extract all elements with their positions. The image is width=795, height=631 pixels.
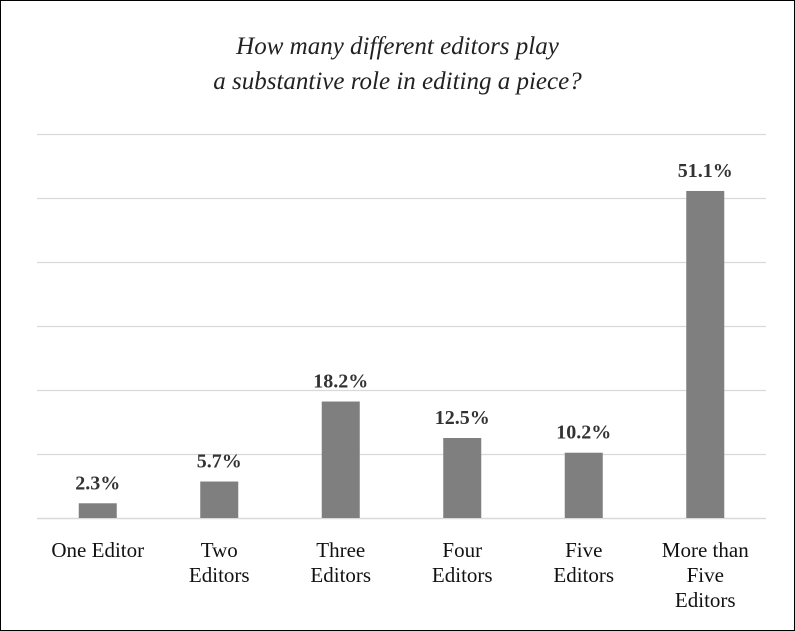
x-tick-label: Five Editors (553, 538, 614, 587)
data-label: 5.7% (197, 451, 242, 473)
chart-title-line-1: How many different editors play (236, 33, 559, 60)
x-tick-label-line: More than (662, 538, 749, 562)
x-tick-label-line: Editors (432, 563, 493, 587)
data-label: 2.3% (75, 472, 120, 494)
x-tick-label: Three Editors (310, 538, 371, 587)
x-tick-label: Two Editors (189, 538, 250, 587)
x-tick-label-line: Two (201, 538, 238, 562)
bar (321, 401, 360, 518)
chart-title-line-2: a substantive role in editing a piece? (213, 68, 582, 95)
data-label: 10.2% (556, 422, 611, 444)
x-tick-label-line: Five (565, 538, 602, 562)
bar (443, 438, 482, 518)
x-tick-label-line: Editors (553, 563, 614, 587)
x-tick-label: One Editor (51, 538, 144, 562)
chart-title: How many different editors play a substa… (1, 29, 794, 99)
x-tick-label-line: Editors (189, 563, 250, 587)
bar (200, 481, 239, 518)
data-label: 12.5% (435, 407, 490, 429)
data-label: 18.2% (313, 371, 368, 393)
gridlines (37, 133, 766, 520)
x-tick-label-line: Five (687, 563, 724, 587)
bar (78, 503, 117, 518)
x-tick-label-line: Editors (310, 563, 371, 587)
x-tick-label: Four Editors (432, 538, 493, 587)
x-tick-label-line: One Editor (51, 538, 144, 562)
x-tick-label-line: Four (442, 538, 482, 562)
x-tick-label-line: Editors (675, 588, 736, 612)
bar (564, 452, 603, 518)
x-tick-label-line: Three (316, 538, 365, 562)
data-label: 51.1% (678, 160, 733, 182)
x-tick-label: More than Five Editors (662, 538, 749, 612)
bar (686, 190, 725, 518)
data-labels: 2.3% 5.7% 18.2% 12.5% 10.2% 51.1% (75, 160, 733, 494)
bars (78, 190, 725, 518)
